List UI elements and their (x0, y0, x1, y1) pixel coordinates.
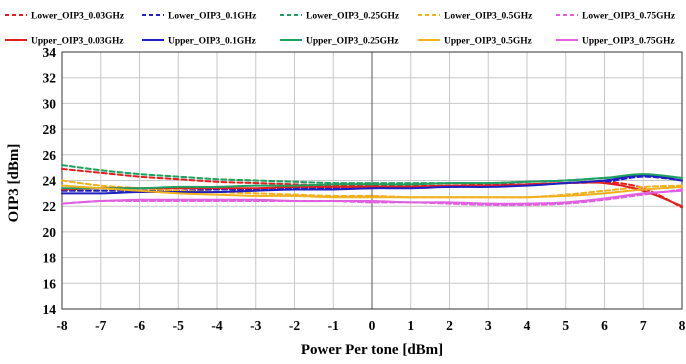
x-tick-label: 6 (601, 318, 608, 333)
tick-labels: -8 -7 -6 -5 -4 -3 -2 -1 0 1 2 3 4 5 6 7 8141618202224262… (43, 45, 686, 333)
y-axis-title: OIP3 [dBm] (6, 144, 22, 223)
legend-label-lower-oip3-0-75ghz: Lower_OIP3_0.75GHz (582, 12, 676, 22)
x-tick-label: -4 (211, 318, 222, 333)
y-tick-label: 30 (43, 96, 57, 111)
y-tick-label: 22 (43, 199, 57, 214)
y-tick-label: 16 (43, 276, 57, 291)
legend-label-lower-oip3-0-5ghz: Lower_OIP3_0.5GHz (444, 12, 533, 22)
y-tick-label: 34 (43, 45, 57, 60)
x-tick-label: -7 (95, 318, 106, 333)
y-tick-label: 18 (43, 251, 57, 266)
grid-lines (61, 51, 683, 310)
y-tick-label: 28 (43, 122, 57, 137)
series-line-upper-oip3-0-75ghz (61, 189, 683, 205)
series-lines (61, 164, 683, 209)
y-tick-label: 24 (43, 174, 57, 189)
x-tick-label: 4 (524, 318, 531, 333)
x-tick-label: -1 (328, 318, 339, 333)
legend-label-upper-oip3-0-25ghz: Upper_OIP3_0.25GHz (306, 37, 399, 47)
y-tick-label: 26 (43, 148, 57, 163)
x-tick-label: 8 (679, 318, 686, 333)
x-tick-label: 1 (407, 318, 414, 333)
x-tick-label: 5 (562, 318, 569, 333)
series-line-upper-oip3-0-5ghz (61, 184, 683, 199)
legend-label-lower-oip3-0-25ghz: Lower_OIP3_0.25GHz (306, 12, 400, 22)
x-tick-label: -2 (289, 318, 300, 333)
x-axis-title: Power Per tone [dBm] (301, 342, 443, 358)
series-line-lower-oip3-0-5ghz (61, 179, 683, 199)
x-tick-label: -6 (134, 318, 145, 333)
legend-label-lower-oip3-0-1ghz: Lower_OIP3_0.1GHz (168, 12, 257, 22)
legend-label-upper-oip3-0-5ghz: Upper_OIP3_0.5GHz (444, 37, 533, 47)
legend-label-upper-oip3-0-1ghz: Upper_OIP3_0.1GHz (168, 37, 257, 47)
series-line-lower-oip3-0-75ghz (61, 188, 683, 207)
series-line-upper-oip3-0-25ghz (61, 173, 683, 190)
y-tick-label: 20 (43, 225, 57, 240)
x-tick-label: 7 (640, 318, 647, 333)
legend: Lower_OIP3_0.03GHz Lower_OIP3_0.1GHz Lower… (5, 12, 676, 47)
x-tick-label: -8 (56, 318, 67, 333)
x-tick-label: -5 (173, 318, 184, 333)
legend-label-upper-oip3-0-03ghz: Upper_OIP3_0.03GHz (31, 37, 124, 47)
y-tick-label: 32 (43, 71, 57, 86)
x-tick-label: -3 (250, 318, 261, 333)
legend-label-lower-oip3-0-03ghz: Lower_OIP3_0.03GHz (31, 12, 125, 22)
y-tick-label: 14 (43, 302, 57, 317)
legend-label-upper-oip3-0-75ghz: Upper_OIP3_0.75GHz (582, 37, 675, 47)
x-tick-label: 2 (446, 318, 453, 333)
x-tick-label: 3 (485, 318, 492, 333)
x-tick-label: 0 (369, 318, 376, 333)
